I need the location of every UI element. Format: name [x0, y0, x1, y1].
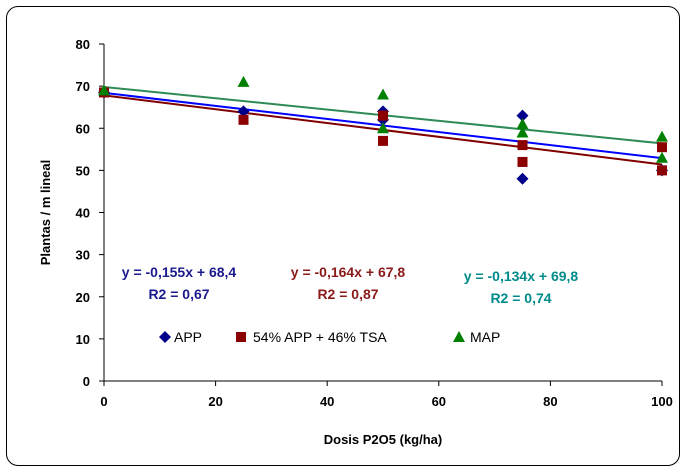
legend-label-app: APP — [174, 329, 202, 345]
point-map — [377, 122, 389, 134]
point-app-tsa — [517, 140, 528, 151]
point-app-tsa — [657, 165, 667, 176]
legend-label-map: MAP — [470, 329, 500, 345]
y-tick-label: 10 — [76, 332, 90, 347]
point-map — [237, 75, 250, 87]
equation-labels: y = -0,155x + 68,4 R2 = 0,67 y = -0,164x +… — [122, 264, 579, 306]
r2-map: R2 = 0,74 — [490, 290, 551, 306]
axes: 0 10 20 30 40 50 60 70 80 0 20 40 60 80 100 — [76, 37, 673, 409]
point-map — [656, 151, 668, 163]
y-tick-label: 20 — [76, 290, 90, 305]
point-app — [516, 109, 529, 122]
point-app-tsa — [378, 110, 388, 121]
point-app-tsa — [517, 156, 528, 167]
x-axis-title: Dosis P2O5 (kg/ha) — [324, 432, 442, 447]
x-tick-label: 100 — [651, 394, 673, 409]
point-map — [516, 126, 529, 138]
point-app-tsa — [378, 135, 388, 146]
x-tick-label: 0 — [100, 394, 107, 409]
y-tick-label: 70 — [76, 79, 90, 94]
point-app-tsa — [238, 114, 249, 125]
point-map — [516, 118, 529, 130]
y-tick-label: 80 — [76, 37, 90, 52]
y-tick-label: 30 — [76, 248, 90, 263]
x-tick-label: 20 — [208, 394, 222, 409]
point-app-tsa — [657, 142, 667, 153]
legend-marker-app-tsa — [236, 332, 246, 342]
y-axis-title: Plantas / m lineal — [38, 160, 53, 266]
legend-marker-app — [159, 331, 171, 343]
point-map — [98, 84, 110, 96]
chart-frame — [6, 6, 680, 466]
legend: APP 54% APP + 46% TSA MAP — [159, 329, 500, 345]
equation-app-tsa: y = -0,164x + 67,8 — [291, 264, 406, 280]
point-map — [656, 130, 668, 142]
legend-marker-map — [453, 331, 465, 342]
data-points — [98, 75, 668, 185]
x-tick-label: 40 — [320, 394, 334, 409]
point-map — [377, 88, 389, 100]
x-tick-label: 80 — [543, 394, 557, 409]
point-app — [516, 172, 529, 185]
r2-app: R2 = 0,67 — [148, 286, 209, 302]
y-tick-label: 40 — [76, 206, 90, 221]
equation-map: y = -0,134x + 69,8 — [464, 268, 579, 284]
point-app — [237, 105, 250, 118]
y-tick-label: 50 — [76, 163, 90, 178]
equation-app: y = -0,155x + 68,4 — [122, 264, 237, 280]
legend-label-app-tsa: 54% APP + 46% TSA — [253, 329, 387, 345]
y-tick-label: 0 — [83, 374, 90, 389]
x-tick-label: 60 — [432, 394, 446, 409]
r2-app-tsa: R2 = 0,87 — [317, 286, 378, 302]
y-tick-label: 60 — [76, 121, 90, 136]
